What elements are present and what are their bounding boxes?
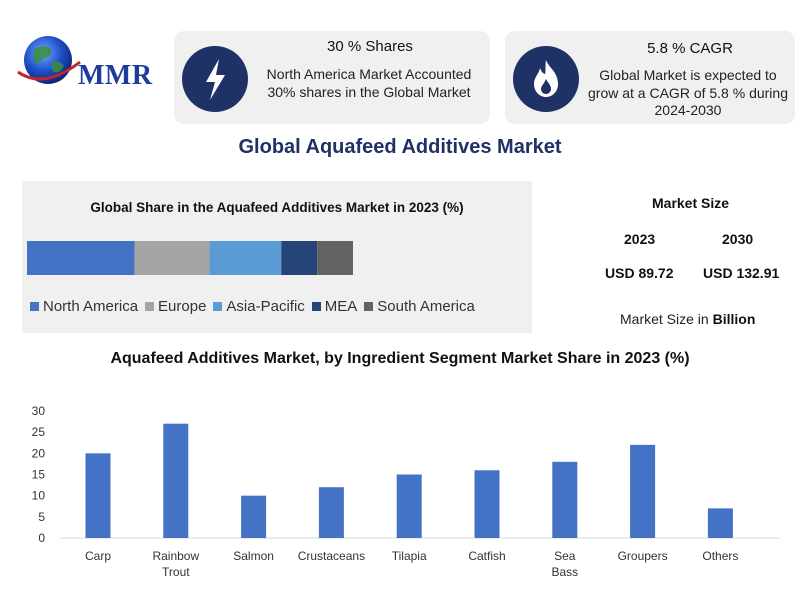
y-tick-label: 25 [32,425,46,439]
y-tick-label: 20 [32,446,46,460]
bar-sea-bass [552,461,578,538]
y-tick-label: 15 [32,468,46,482]
bar-catfish [474,470,500,538]
legend-label: Europe [158,298,207,315]
market-size-year-2023: 2023 [624,231,656,247]
y-tick-label: 30 [32,404,46,418]
market-size-value-2030: USD 132.91 [703,265,780,281]
x-tick-label-others: Others [702,549,738,563]
cagr-card-text: Global Market is expected to grow at a C… [588,67,788,118]
legend-item-europe: Europe [145,298,206,315]
legend-swatch [213,302,223,311]
y-tick-label: 10 [32,489,46,503]
y-tick-label: 0 [38,531,45,545]
legend-label: South America [377,298,475,315]
bar-groupers [630,444,656,538]
share-segment-north-america [27,241,135,275]
share-segment-south-america [317,241,353,275]
segment-bar-chart: 0 5 10 15 20 25 30 Carp Rainbow Trout Salmon Crusta… [32,404,780,579]
flame-icon [513,46,579,112]
x-tick-label-groupers: Groupers [618,549,668,563]
share-segment-mea [281,241,318,275]
shares-card-text: North America Market Accounted 30% share… [266,66,472,100]
segment-chart-title: Aquafeed Additives Market, by Ingredient… [110,350,690,367]
x-tick-label-rainbow-trout: Rainbow Trout [152,549,199,579]
legend-label: MEA [324,298,358,315]
legend-swatch [145,302,155,311]
market-size-unit-note: Market Size in Billion [620,311,755,327]
market-size-title: Market Size [652,195,730,211]
market-size-note-unit: Billion [712,311,756,327]
regional-share-stacked-bar [27,241,353,275]
legend-label: Asia-Pacific [226,298,305,315]
legend-swatch [364,302,374,311]
legend-label: North America [43,298,139,315]
share-segment-asia-pacific [209,241,282,275]
lightning-icon [182,46,248,112]
market-size-note-prefix: Market Size in [620,311,713,327]
x-tick-label-crustaceans: Crustaceans [298,549,365,563]
bar-salmon [241,495,267,538]
shares-card: 30 % Shares North America Market Account… [174,31,490,124]
x-tick-label-tilapia: Tilapia [392,549,427,563]
x-tick-label-salmon: Salmon [233,549,274,563]
legend-swatch [30,302,39,311]
legend-item-asia-pacific: Asia-Pacific [213,298,305,315]
y-tick-label: 5 [38,510,45,524]
market-size-value-2023: USD 89.72 [605,265,674,281]
bar-tilapia [396,474,422,538]
market-size-year-2030: 2030 [722,231,754,247]
cagr-card-title: 5.8 % CAGR [647,40,733,57]
x-tick-label-carp: Carp [85,549,111,563]
share-segment-europe [134,241,210,275]
logo-text: MMR [78,60,153,91]
shares-card-title: 30 % Shares [327,38,413,55]
legend-item-north-america: North America [30,298,138,315]
globe-icon [17,36,81,84]
regional-share-panel: Global Share in the Aquafeed Additives M… [22,181,532,333]
regional-share-legend: North America Europe Asia-Pacific MEA South … [30,298,482,315]
mmr-logo: MMR [14,32,164,94]
legend-item-mea: MEA [311,298,358,315]
legend-item-south-america: South America [364,298,475,315]
bar-carp [85,453,111,538]
bar-others [707,508,733,538]
regional-share-title: Global Share in the Aquafeed Additives M… [90,200,464,215]
bar-crustaceans [318,487,344,538]
legend-swatch [311,302,321,311]
bar-rainbow-trout [163,423,189,538]
page-title: Global Aquafeed Additives Market [238,136,562,158]
x-tick-label-catfish: Catfish [468,549,505,563]
cagr-card: 5.8 % CAGR Global Market is expected to … [505,31,795,124]
x-tick-label-sea-bass: Sea Bass [551,549,578,579]
